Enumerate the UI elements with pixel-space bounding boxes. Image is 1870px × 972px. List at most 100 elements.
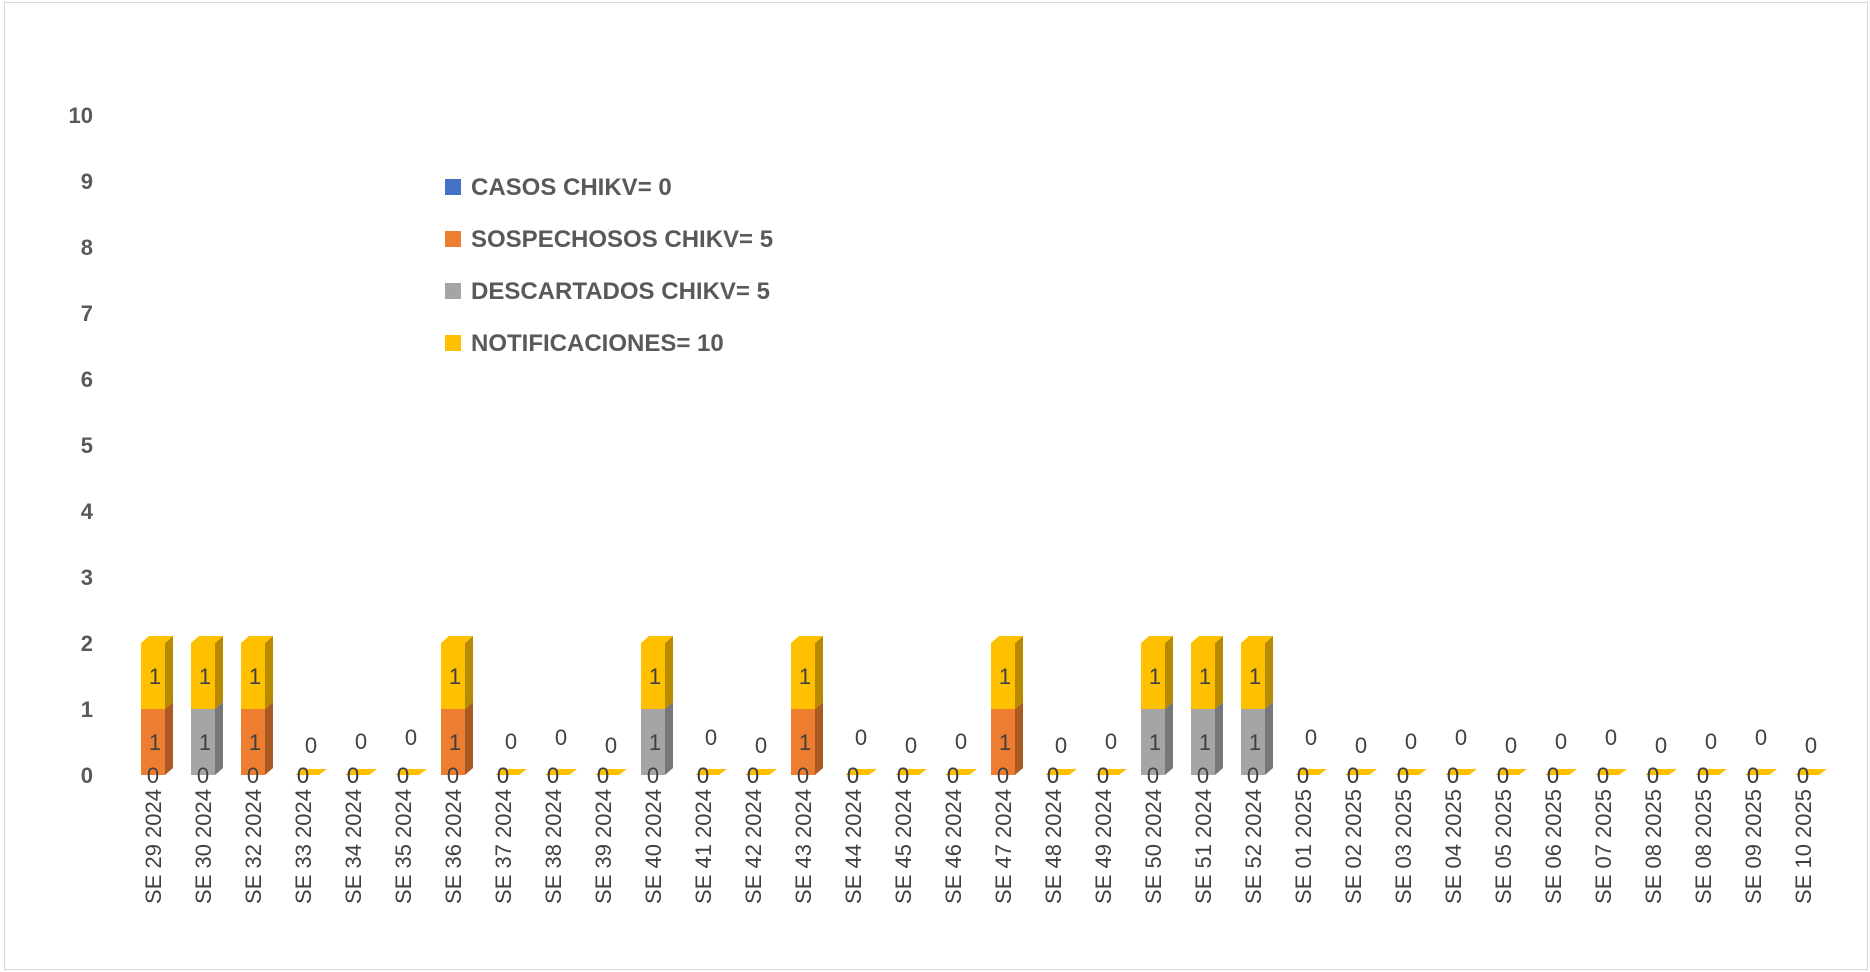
data-label: 1	[649, 730, 661, 755]
data-label: 0	[1447, 763, 1459, 788]
bar-segment-zero	[745, 769, 777, 775]
data-label: 1	[249, 730, 261, 755]
data-label: 0	[447, 763, 459, 788]
data-label: 0	[1555, 729, 1567, 754]
bar-segment-side	[665, 636, 673, 709]
x-tick-label: SE 32 2024	[241, 789, 266, 904]
bar-segment	[191, 643, 215, 709]
data-label: 0	[1497, 763, 1509, 788]
data-label: 0	[1597, 763, 1609, 788]
bar-segment-side	[465, 702, 473, 775]
data-label: 0	[1547, 763, 1559, 788]
data-label: 0	[1497, 763, 1509, 788]
bar-segment-side	[1215, 702, 1223, 775]
bar-segment-zero	[695, 769, 727, 775]
data-label: 1	[1199, 664, 1211, 689]
x-axis-ticks: SE 29 2024 SE 30 2024 SE 32 2024 SE 33 2024…	[141, 789, 1816, 904]
x-tick-label: SE 50 2024	[1141, 789, 1166, 904]
legend-label: DESCARTADOS CHIKV= 5	[471, 278, 770, 305]
bar-segment-zero	[845, 769, 877, 775]
x-tick-label: SE 09 2025	[1741, 789, 1766, 904]
bar-segment	[791, 643, 815, 709]
bar-segment-side	[265, 636, 273, 709]
x-tick-label: SE 49 2024	[1091, 789, 1116, 904]
data-label: 1	[199, 664, 211, 689]
bar-segment-zero	[295, 769, 327, 775]
bar-segment-side	[465, 636, 473, 709]
data-label: 0	[647, 763, 659, 788]
data-label: 1	[1249, 730, 1261, 755]
x-tick-label: SE 08 2025	[1691, 789, 1716, 904]
data-label: 0	[697, 763, 709, 788]
data-label: 0	[1297, 763, 1309, 788]
bar-segment	[241, 643, 265, 709]
x-tick-label: SE 34 2024	[341, 789, 366, 904]
data-label: 0	[1697, 763, 1709, 788]
data-label: 0	[1805, 733, 1817, 758]
bar-segment-side	[215, 702, 223, 775]
legend-label: NOTIFICACIONES= 10	[471, 330, 724, 357]
legend-swatch	[445, 179, 461, 195]
bar-segment-zero	[1695, 769, 1727, 775]
data-label: 0	[1447, 763, 1459, 788]
bar-segment-top	[1191, 636, 1223, 643]
data-label: 0	[1597, 763, 1609, 788]
bar-segment-zero	[595, 769, 627, 775]
legend: CASOS CHIKV= 0 SOSPECHOSOS CHIKV= 5 DESCAR…	[445, 174, 773, 357]
data-label: 0	[755, 733, 767, 758]
data-label: 0	[1355, 733, 1367, 758]
data-label: 0	[847, 763, 859, 788]
data-label: 0	[955, 729, 967, 754]
data-label: 1	[199, 730, 211, 755]
x-tick-label: SE 35 2024	[391, 789, 416, 904]
data-label: 0	[197, 763, 209, 788]
data-label: 0	[555, 725, 567, 750]
bar-segment-zero	[1445, 769, 1477, 775]
bar-segment	[441, 709, 465, 775]
data-label: 1	[149, 730, 161, 755]
data-label: 0	[297, 763, 309, 788]
bar-segment	[1141, 643, 1165, 709]
data-label: 0	[497, 763, 509, 788]
data-label: 0	[1397, 763, 1409, 788]
bar-segment	[641, 709, 665, 775]
data-label: 1	[799, 730, 811, 755]
bar-segment	[991, 709, 1015, 775]
data-label: 1	[999, 664, 1011, 689]
bar-segment-top	[191, 636, 223, 643]
data-label: 0	[1797, 763, 1809, 788]
bar-segment-zero	[1745, 769, 1777, 775]
data-label: 0	[547, 763, 559, 788]
bar-segment-top	[641, 636, 673, 643]
data-label: 0	[847, 763, 859, 788]
x-tick-label: SE 08 2025	[1641, 789, 1666, 904]
bar-segment-side	[1165, 636, 1173, 709]
data-label: 1	[1149, 664, 1161, 689]
y-tick-label: 10	[69, 103, 93, 128]
bar-segment-top	[1141, 636, 1173, 643]
data-label: 0	[897, 763, 909, 788]
bar-segment-side	[665, 702, 673, 775]
bar-segment-side	[1165, 702, 1173, 775]
data-label: 0	[1147, 763, 1159, 788]
x-tick-label: SE 36 2024	[441, 789, 466, 904]
data-label: 0	[297, 763, 309, 788]
bar-segment	[241, 709, 265, 775]
x-tick-label: SE 03 2025	[1391, 789, 1416, 904]
bar-segment-zero	[345, 769, 377, 775]
x-tick-label: SE 42 2024	[741, 789, 766, 904]
x-tick-label: SE 44 2024	[841, 789, 866, 904]
y-axis-ticks: 0 1 2 3 4 5 6 7 8 9 10	[69, 103, 94, 788]
x-tick-label: SE 38 2024	[541, 789, 566, 904]
bar-segment-zero	[1495, 769, 1527, 775]
data-label: 0	[897, 763, 909, 788]
bar-segment-side	[1015, 702, 1023, 775]
data-label: 0	[405, 725, 417, 750]
data-label: 0	[397, 763, 409, 788]
bar-segment-zero	[1595, 769, 1627, 775]
data-label: 0	[1097, 763, 1109, 788]
bar-segment-side	[1265, 636, 1273, 709]
bar-segment-top	[791, 636, 823, 643]
x-tick-label: SE 45 2024	[891, 789, 916, 904]
bar-segment	[641, 643, 665, 709]
